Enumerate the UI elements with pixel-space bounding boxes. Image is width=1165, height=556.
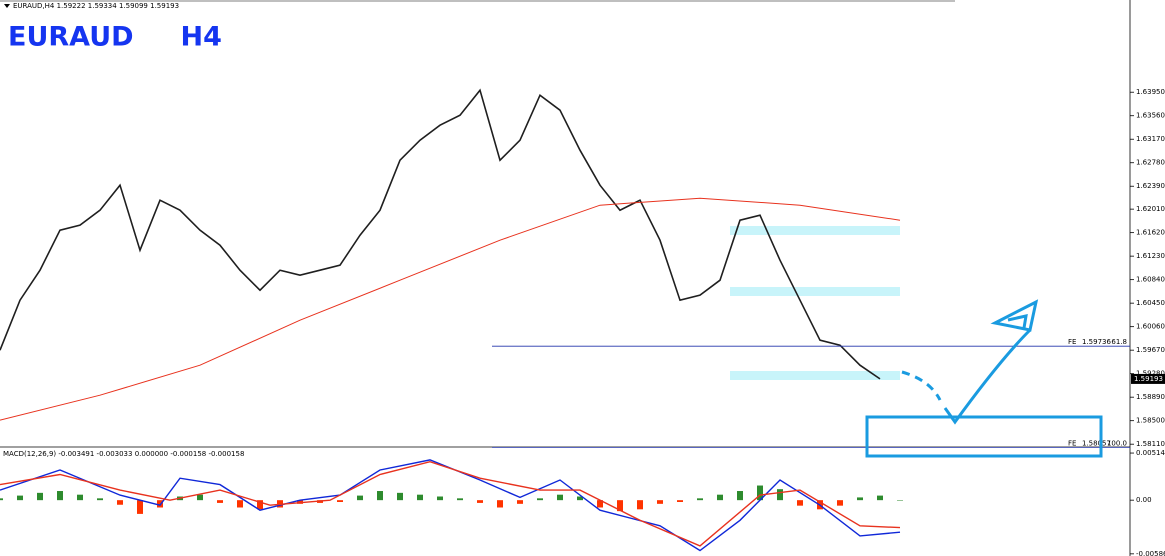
menu-arrow bbox=[4, 4, 10, 8]
dashed-path bbox=[901, 370, 942, 401]
histogram-bar bbox=[57, 491, 63, 501]
y-tick-label: 1.62780 bbox=[1136, 159, 1165, 167]
zones bbox=[730, 226, 900, 380]
y-tick-label: 1.62010 bbox=[1136, 205, 1165, 213]
histogram-bar bbox=[77, 494, 83, 501]
histogram-bar bbox=[777, 489, 783, 501]
level-price: 1.59736 bbox=[1082, 338, 1111, 346]
y-tick-label: 1.61230 bbox=[1136, 252, 1165, 260]
histogram-bar bbox=[597, 500, 603, 508]
histogram-bar bbox=[0, 498, 3, 501]
histogram-bar bbox=[357, 495, 363, 501]
histogram-bar bbox=[697, 498, 703, 501]
series-line bbox=[0, 88, 881, 380]
histogram-bar bbox=[877, 495, 883, 501]
y-tick-label: 1.60840 bbox=[1136, 276, 1165, 284]
level-ratio: 100.0 bbox=[1107, 439, 1127, 447]
histogram-bar bbox=[17, 495, 23, 501]
arrow-head bbox=[990, 299, 1039, 332]
histogram-bar bbox=[397, 492, 403, 501]
y-tick-label: -0.005864 bbox=[1136, 550, 1165, 556]
histogram-bar bbox=[37, 492, 43, 501]
last-price-box bbox=[1131, 373, 1165, 384]
y-tick-label: 0.00 bbox=[1136, 496, 1152, 504]
y-tick-label: 1.63170 bbox=[1136, 135, 1165, 143]
y-tick-label: 1.63560 bbox=[1136, 112, 1165, 120]
y-tick-label: 1.58110 bbox=[1136, 440, 1165, 448]
series-line bbox=[0, 460, 901, 547]
histogram-bar bbox=[337, 500, 343, 502]
y-tick-label: 1.61620 bbox=[1136, 229, 1165, 237]
histogram-bar bbox=[497, 500, 503, 508]
header: EURAUD,H4 1.59222 1.59334 1.59099 1.5919… bbox=[13, 2, 179, 10]
y-tick-label: 1.59280 bbox=[1136, 370, 1165, 378]
level-label: FE bbox=[1068, 338, 1076, 346]
histogram-bar bbox=[237, 500, 243, 508]
histogram-bar bbox=[257, 500, 263, 510]
histogram-bar bbox=[617, 500, 623, 512]
histogram-bar bbox=[417, 494, 423, 501]
histogram-bar bbox=[837, 500, 843, 506]
drawing bbox=[865, 299, 1103, 458]
histogram-bar bbox=[737, 491, 743, 501]
target-box bbox=[865, 415, 1103, 458]
histogram-bar bbox=[577, 496, 583, 501]
histogram-bar bbox=[437, 496, 443, 501]
last-price: 1.59193 bbox=[1134, 375, 1163, 383]
chart-title: EURAUD H4 bbox=[8, 22, 222, 53]
histogram-bar bbox=[757, 485, 763, 501]
y-tick-label: 1.62390 bbox=[1136, 182, 1165, 190]
y-tick-label: 1.59670 bbox=[1136, 346, 1165, 354]
histogram-bar bbox=[137, 500, 143, 514]
histogram-bar bbox=[377, 491, 383, 501]
histogram-bar bbox=[897, 500, 903, 501]
histogram-bar bbox=[857, 497, 863, 501]
histogram-bar bbox=[657, 500, 663, 504]
zone bbox=[730, 226, 900, 235]
histogram-bar bbox=[637, 500, 643, 510]
histogram-bar bbox=[157, 500, 163, 508]
level-ratio: 61.8 bbox=[1111, 338, 1127, 346]
level-label: FE bbox=[1068, 439, 1076, 447]
y-tick-label: 0.005148 bbox=[1136, 449, 1165, 457]
series-line bbox=[0, 197, 901, 421]
panel-title: MACD(12,26,9) -0.003491 -0.003033 0.0000… bbox=[3, 450, 244, 458]
histogram-bar bbox=[557, 494, 563, 501]
histogram-bar bbox=[477, 500, 483, 503]
plot: 1.63950 1.63560 1.63170 1.62780 1.62390 1.620… bbox=[0, 88, 1165, 556]
histogram-bar bbox=[97, 498, 103, 501]
y-tick-label: 1.60450 bbox=[1136, 299, 1165, 307]
histogram-bar bbox=[797, 500, 803, 506]
y-tick-label: 1.60060 bbox=[1136, 323, 1165, 331]
histogram-bar bbox=[677, 500, 683, 502]
y-tick-label: 1.58500 bbox=[1136, 417, 1165, 425]
zone bbox=[730, 287, 900, 296]
histogram-bar bbox=[717, 494, 723, 501]
zone bbox=[730, 371, 900, 380]
histogram-bar bbox=[537, 498, 543, 501]
histogram-bar bbox=[457, 498, 463, 501]
histogram-bar bbox=[197, 494, 203, 501]
y-tick-label: 1.63950 bbox=[1136, 88, 1165, 96]
histogram-bar bbox=[217, 500, 223, 503]
level-price: 1.58057 bbox=[1082, 439, 1111, 447]
histogram-bar bbox=[517, 500, 523, 504]
y-tick-label: 1.58890 bbox=[1136, 393, 1165, 401]
histogram-bar bbox=[117, 500, 123, 505]
